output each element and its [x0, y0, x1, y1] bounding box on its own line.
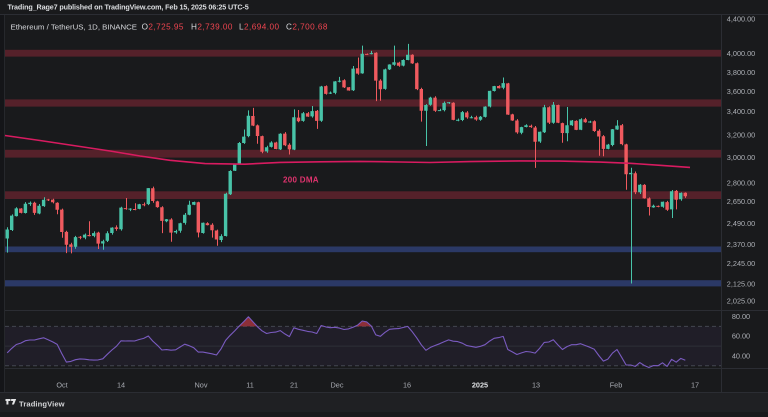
svg-text:H2,739.00: H2,739.00 — [191, 23, 233, 32]
svg-text:13: 13 — [532, 381, 540, 390]
svg-text:2,800.00: 2,800.00 — [727, 179, 755, 188]
svg-text:Ethereum / TetherUS, 1D, BINAN: Ethereum / TetherUS, 1D, BINANCE — [11, 23, 138, 32]
svg-text:80.00: 80.00 — [732, 312, 750, 321]
svg-text:3,800.00: 3,800.00 — [727, 68, 755, 77]
svg-text:3,000.00: 3,000.00 — [727, 153, 755, 162]
svg-text:2,125.00: 2,125.00 — [727, 279, 755, 288]
svg-text:4,400.00: 4,400.00 — [727, 15, 755, 24]
svg-text:3,400.00: 3,400.00 — [727, 107, 755, 116]
svg-text:O2,725.95: O2,725.95 — [142, 23, 184, 32]
svg-text:Dec: Dec — [331, 381, 344, 390]
svg-text:16: 16 — [403, 381, 411, 390]
svg-text:3,200.00: 3,200.00 — [727, 131, 755, 140]
svg-text:40.00: 40.00 — [732, 352, 750, 361]
svg-text:60.00: 60.00 — [732, 331, 750, 340]
svg-text:2,490.00: 2,490.00 — [727, 219, 755, 228]
svg-text:2,025.00: 2,025.00 — [727, 297, 755, 306]
svg-text:2,370.00: 2,370.00 — [727, 240, 755, 249]
svg-text:4,000.00: 4,000.00 — [727, 49, 755, 58]
svg-text:14: 14 — [117, 381, 125, 390]
svg-text:3,600.00: 3,600.00 — [727, 87, 755, 96]
svg-text:2,650.00: 2,650.00 — [727, 197, 755, 206]
svg-text:C2,700.68: C2,700.68 — [286, 23, 328, 32]
svg-text:17: 17 — [691, 381, 699, 390]
svg-text:Nov: Nov — [195, 381, 208, 390]
svg-text:2,245.00: 2,245.00 — [727, 259, 755, 268]
svg-text:11: 11 — [246, 381, 254, 390]
svg-text:Oct: Oct — [56, 381, 67, 390]
svg-text:Feb: Feb — [610, 381, 623, 390]
svg-text:2025: 2025 — [472, 381, 488, 390]
svg-text:21: 21 — [290, 381, 298, 390]
svg-text:TradingView: TradingView — [19, 400, 65, 409]
svg-text:200 DMA: 200 DMA — [283, 176, 319, 185]
svg-text:L2,694.00: L2,694.00 — [239, 23, 280, 32]
svg-text:Trading_Rage7 published on Tra: Trading_Rage7 published on TradingView.c… — [8, 3, 249, 12]
